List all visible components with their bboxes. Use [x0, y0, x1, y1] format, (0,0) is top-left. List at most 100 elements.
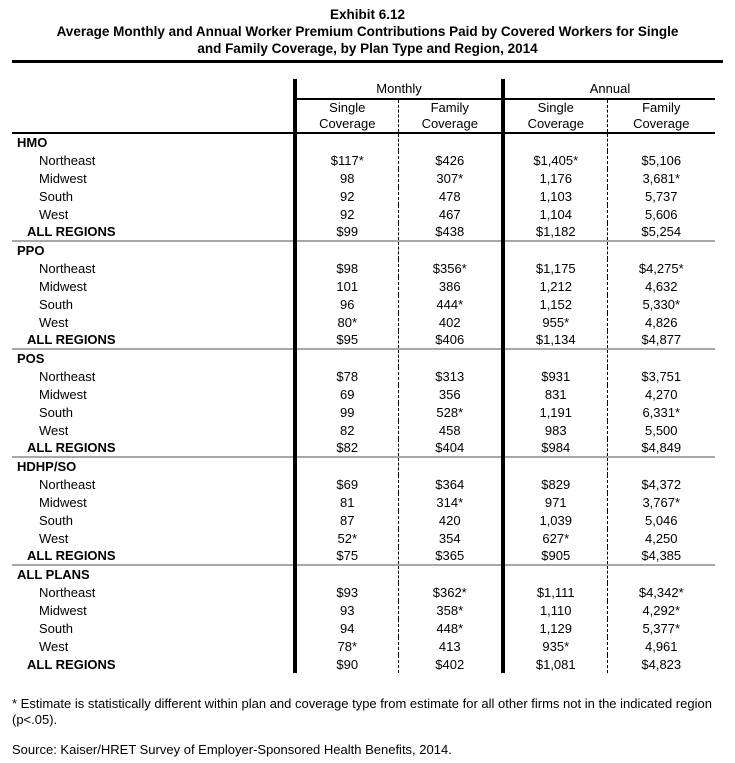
value-cell: 78*	[293, 637, 398, 655]
table-row: South 99 528* 1,191 6,331*	[12, 403, 716, 421]
table-row: ALL REGIONS $99 $438 $1,182 $5,254	[12, 223, 716, 241]
value-cell: 4,826	[606, 313, 716, 331]
value-cell: 92	[293, 187, 398, 205]
value-cell: $984	[501, 439, 607, 457]
exhibit-number: Exhibit 6.12	[329, 7, 406, 22]
value-cell: $98	[293, 259, 398, 277]
title-divider-rule	[12, 60, 723, 63]
table-row: Midwest 93 358* 1,110 4,292*	[12, 601, 716, 619]
value-cell: 935*	[501, 637, 607, 655]
value-cell: 87	[293, 511, 398, 529]
region-row-label: West	[39, 314, 69, 330]
total-row-label: ALL REGIONS	[27, 656, 116, 672]
value-cell: 52*	[293, 529, 398, 547]
value-cell: $93	[293, 583, 398, 601]
value-cell: 386	[397, 277, 503, 295]
empty-cell	[501, 240, 607, 259]
section-header-row: PPO	[12, 240, 716, 259]
region-row-label: Midwest	[39, 278, 87, 294]
column-group-row: Monthly Annual	[12, 79, 716, 100]
column-header-annual-family: Family Coverage	[606, 99, 716, 134]
value-cell: 5,046	[606, 511, 716, 529]
empty-cell	[501, 133, 607, 151]
section-header-row: ALL PLANS	[12, 564, 716, 583]
value-cell: $404	[397, 439, 503, 457]
empty-cell	[397, 240, 503, 259]
section-label: POS	[12, 348, 295, 367]
section-label: HDHP/SO	[12, 456, 295, 475]
title-block: Exhibit 6.12 Average Monthly and Annual …	[0, 0, 735, 57]
section-header-row: HMO	[12, 133, 716, 151]
value-cell: 5,737	[606, 187, 716, 205]
value-cell: 4,292*	[606, 601, 716, 619]
value-cell: $1,182	[501, 223, 607, 241]
value-cell: 93	[293, 601, 398, 619]
total-row-label: ALL REGIONS	[27, 224, 116, 239]
empty-cell	[501, 348, 607, 367]
value-cell: 5,330*	[606, 295, 716, 313]
table-row: ALL REGIONS $75 $365 $905 $4,385	[12, 547, 716, 565]
value-cell: 467	[397, 205, 503, 223]
value-cell: $4,372	[606, 475, 716, 493]
value-cell: 1,129	[501, 619, 607, 637]
value-cell: 478	[397, 187, 503, 205]
value-cell: $402	[397, 655, 503, 673]
value-cell: $356*	[397, 259, 503, 277]
section-label: HMO	[17, 135, 48, 150]
total-row-label: ALL REGIONS	[27, 440, 116, 455]
table-row: Northeast $98 $356* $1,175 $4,275*	[12, 259, 716, 277]
value-cell: 420	[397, 511, 503, 529]
value-cell: $364	[397, 475, 503, 493]
value-cell: $75	[293, 547, 398, 565]
region-row-label: Northeast	[39, 368, 96, 384]
value-cell: $4,823	[606, 655, 716, 673]
value-cell: 4,270	[606, 385, 716, 403]
empty-cell	[397, 564, 503, 583]
empty-cell	[397, 133, 503, 151]
value-cell: 1,103	[501, 187, 607, 205]
value-cell: $313	[397, 367, 503, 385]
table-row: West 92 467 1,104 5,606	[12, 205, 716, 223]
value-cell: $117*	[293, 151, 398, 169]
section-header-row: HDHP/SO	[12, 456, 716, 475]
value-cell: 413	[397, 637, 503, 655]
value-cell: 5,500	[606, 421, 716, 439]
value-cell: $78	[293, 367, 398, 385]
table-row: Northeast $69 $364 $829 $4,372	[12, 475, 716, 493]
empty-cell	[293, 564, 398, 583]
value-cell: 101	[293, 277, 398, 295]
empty-cell	[501, 564, 607, 583]
table-row: Northeast $93 $362* $1,111 $4,342*	[12, 583, 716, 601]
value-cell: 80*	[293, 313, 398, 331]
value-cell: 983	[501, 421, 607, 439]
table-row: ALL REGIONS $90 $402 $1,081 $4,823	[12, 655, 716, 673]
table-row: South 94 448* 1,129 5,377*	[12, 619, 716, 637]
empty-cell	[501, 456, 607, 475]
column-header-annual-single: Single Coverage	[501, 99, 607, 134]
region-row-label: Northeast	[39, 584, 96, 600]
region-row-label: South	[39, 404, 73, 420]
value-cell: $90	[293, 655, 398, 673]
value-cell: 4,961	[606, 637, 716, 655]
value-cell: 971	[501, 493, 607, 511]
section-label: ALL PLANS	[12, 564, 295, 583]
value-cell: $365	[397, 547, 503, 565]
region-row-label: South	[39, 512, 73, 528]
value-cell: $3,751	[606, 367, 716, 385]
empty-cell	[606, 456, 716, 475]
table-row: West 80* 402 955* 4,826	[12, 313, 716, 331]
table-row: ALL REGIONS $95 $406 $1,134 $4,877	[12, 331, 716, 349]
value-cell: 69	[293, 385, 398, 403]
value-cell: 314*	[397, 493, 503, 511]
footnote-asterisk: * Estimate is statistically different wi…	[12, 696, 712, 727]
value-cell: $406	[397, 331, 503, 349]
region-row-label: Midwest	[39, 494, 87, 510]
value-cell: 1,152	[501, 295, 607, 313]
value-cell: 5,606	[606, 205, 716, 223]
table-row: South 96 444* 1,152 5,330*	[12, 295, 716, 313]
value-cell: $4,385	[606, 547, 716, 565]
region-row-label: West	[39, 638, 69, 654]
value-cell: 402	[397, 313, 503, 331]
value-cell: 82	[293, 421, 398, 439]
